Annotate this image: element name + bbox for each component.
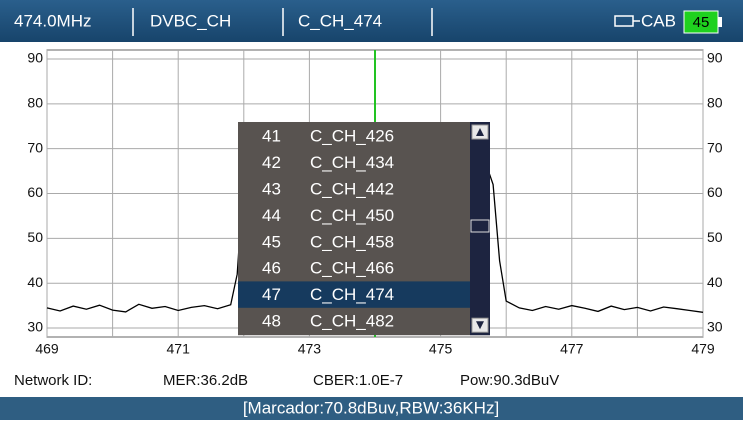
channel: C_CH_474 xyxy=(298,11,382,30)
y-tick-label-right: 70 xyxy=(707,139,723,155)
x-tick-label: 471 xyxy=(167,341,191,357)
list-item[interactable]: 41 C_CH_426 xyxy=(262,127,394,146)
item-name: C_CH_426 xyxy=(310,127,394,146)
channel-list[interactable]: 41 C_CH_426 42 C_CH_434 43 C_CH_442 44 C_CH_450… xyxy=(238,122,490,336)
y-tick-label-right: 30 xyxy=(707,319,723,335)
list-item[interactable]: 42 C_CH_434 xyxy=(262,153,394,172)
y-tick-label-right: 40 xyxy=(707,274,723,290)
standard: DVBC_CH xyxy=(150,11,231,30)
item-name: C_CH_466 xyxy=(310,259,394,278)
footer-bar xyxy=(0,397,743,420)
item-name: C_CH_482 xyxy=(310,311,394,330)
list-item[interactable]: 46 C_CH_466 xyxy=(262,259,394,278)
item-number: 48 xyxy=(262,311,281,330)
y-tick-label-right: 80 xyxy=(707,95,723,111)
frequency: 474.0MHz xyxy=(14,11,91,30)
y-tick-label: 90 xyxy=(27,50,43,66)
selected-highlight xyxy=(238,281,470,308)
y-tick-label: 50 xyxy=(27,229,43,245)
y-tick-label: 70 xyxy=(27,139,43,155)
network-id: Network ID: xyxy=(14,372,92,389)
list-item[interactable]: 47 C_CH_474 xyxy=(238,281,470,308)
list-item[interactable]: 48 C_CH_482 xyxy=(262,311,394,330)
y-tick-label: 60 xyxy=(27,184,43,200)
y-tick-label: 80 xyxy=(27,95,43,111)
item-name: C_CH_458 xyxy=(310,232,394,251)
y-tick-label-right: 50 xyxy=(707,229,723,245)
x-tick-label: 479 xyxy=(691,341,715,357)
y-tick-label-right: 60 xyxy=(707,184,723,200)
scroll-thumb[interactable] xyxy=(470,219,490,233)
y-tick-label: 40 xyxy=(27,274,43,290)
item-number: 41 xyxy=(262,127,281,146)
scroll-up-arrow xyxy=(476,128,484,136)
list-item[interactable]: 44 C_CH_450 xyxy=(262,206,394,225)
list-item[interactable]: 45 C_CH_458 xyxy=(262,232,394,251)
item-number: 44 xyxy=(262,206,281,225)
item-name: C_CH_450 xyxy=(310,206,394,225)
mer: MER:36.2dB xyxy=(163,372,248,389)
y-tick-label-right: 90 xyxy=(707,50,723,66)
battery-tip xyxy=(718,17,722,27)
footer: [Marcador:70.8dBuv,RBW:36KHz] xyxy=(243,398,499,417)
input: CAB xyxy=(641,11,676,30)
item-name: C_CH_474 xyxy=(310,285,394,304)
item-number: 47 xyxy=(262,285,281,304)
item-name: C_CH_434 xyxy=(310,153,394,172)
y-tick-label: 30 xyxy=(27,319,43,335)
power: Pow:90.3dBuV xyxy=(460,372,559,389)
input-icon xyxy=(614,15,640,27)
x-tick-label: 475 xyxy=(429,341,453,357)
cber: CBER:1.0E-7 xyxy=(313,372,403,389)
item-number: 43 xyxy=(262,179,281,198)
item-name: C_CH_442 xyxy=(310,179,394,198)
x-tick-label: 469 xyxy=(35,341,59,357)
item-number: 46 xyxy=(262,259,281,278)
battery-level: 45 xyxy=(693,14,710,31)
x-tick-label: 473 xyxy=(298,341,322,357)
list-item[interactable]: 43 C_CH_442 xyxy=(262,179,394,198)
header-bar xyxy=(0,0,743,42)
scroll-down-arrow xyxy=(476,321,484,330)
item-number: 42 xyxy=(262,153,281,172)
x-tick-label: 477 xyxy=(560,341,584,357)
item-number: 45 xyxy=(262,232,281,251)
